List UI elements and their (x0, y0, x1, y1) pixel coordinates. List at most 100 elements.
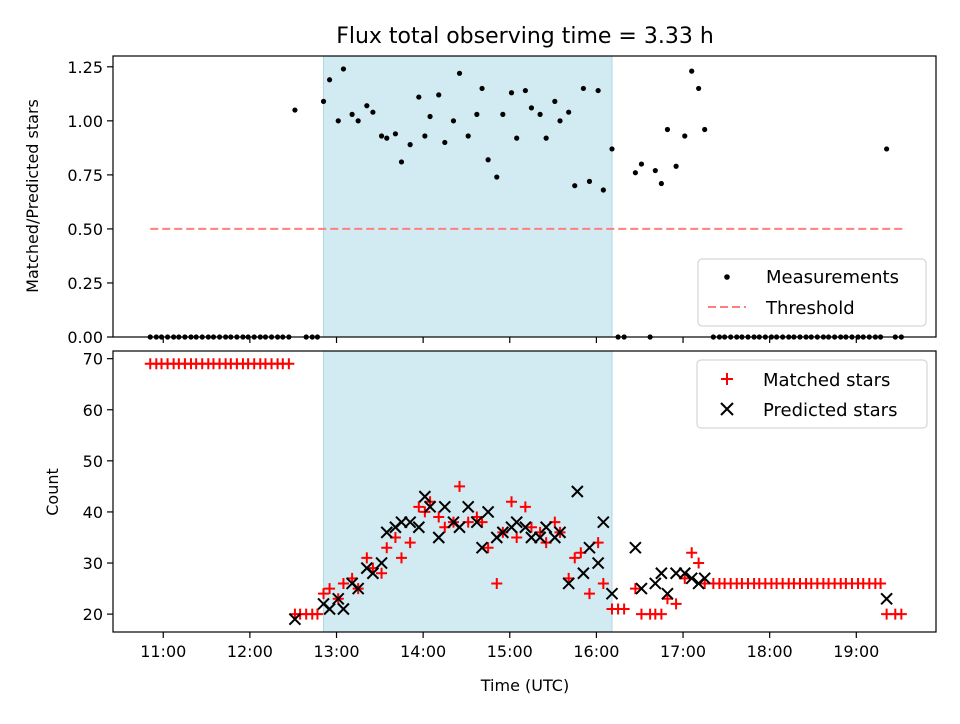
count-panel: 11:00 12:00 13:00 14:00 15:00 16:00 17:00 18:00… (43, 350, 937, 661)
predicted-stars-point (475, 541, 489, 554)
measurements-point (335, 118, 341, 124)
matched-stars-point (506, 496, 518, 508)
measurements-point (632, 170, 638, 176)
matched-stars-point (283, 358, 295, 370)
y-tick-label: 1.25 (67, 58, 103, 77)
measurements-point (673, 163, 679, 169)
count-axes-frame (112, 350, 937, 633)
predicted-stars-point (412, 521, 426, 534)
measurements-point (652, 167, 658, 174)
matched-stars-point (629, 583, 641, 595)
ratio-panel: 0.00 0.25 0.50 0.75 1.00 1.25 Matched/Predict… (23, 55, 937, 347)
predicted-stars-point (539, 521, 553, 534)
measurements-point (474, 111, 480, 117)
predicted-stars-point (685, 572, 698, 585)
predicted-stars-point (366, 567, 380, 580)
matched-stars-point (404, 537, 416, 549)
x-tick-label: 17:00 (660, 642, 706, 661)
x-tick-label: 13:00 (313, 642, 359, 661)
predicted-stars-point (583, 541, 596, 554)
measurements-point (638, 161, 645, 167)
y-tick-label: 30 (83, 554, 103, 573)
measurements-point (384, 135, 390, 141)
matched-stars-point (476, 516, 488, 528)
measurements-point (416, 94, 422, 100)
x-axis-label: Time (UTC) (480, 676, 569, 695)
measurements-point (320, 98, 327, 104)
predicted-stars-point (323, 602, 336, 616)
predicted-stars-point (375, 556, 388, 570)
count-legend-box (696, 359, 928, 429)
predicted-stars-point (661, 587, 674, 600)
predicted-stars-point (438, 500, 452, 514)
predicted-stars-point (629, 541, 642, 554)
matched-stars-point (482, 542, 494, 554)
measurements-point (522, 87, 528, 94)
predicted-stars-point (481, 505, 495, 519)
matched-stars-point (875, 577, 887, 589)
predicted-stars-point (461, 500, 475, 514)
measurements-point (528, 105, 535, 111)
matched-stars-point (471, 511, 483, 523)
measurements-point (427, 113, 433, 120)
predicted-stars-point (698, 572, 711, 585)
matched-stars-point (413, 501, 425, 513)
matched-stars-point (519, 501, 531, 513)
x-tick-label: 12:00 (227, 642, 273, 661)
measurements-point (450, 118, 457, 124)
observing-window-top (323, 55, 613, 338)
predicted-stars-point (597, 515, 610, 529)
measurements-point (508, 90, 515, 96)
predicted-stars-point (591, 556, 605, 570)
measurements-point (370, 109, 376, 115)
x-tick-label: 18:00 (747, 642, 793, 661)
predicted-stars-point (432, 531, 445, 544)
x-tick-label: 16:00 (573, 642, 619, 661)
measurements-legend-marker (724, 274, 730, 280)
matched-stars-point (511, 531, 523, 543)
predicted-stars-point (880, 592, 893, 605)
matched-stars-point (381, 542, 393, 554)
measurements-point (595, 87, 601, 94)
measurements-point (689, 68, 695, 74)
y-tick-label: 0.00 (67, 328, 103, 347)
matched-stars-point (563, 572, 575, 584)
predicted-stars-point (635, 582, 648, 595)
measurements-point (349, 111, 355, 117)
measurements-point (485, 157, 491, 163)
matched-stars-point (395, 552, 407, 564)
predicted-stars-point (649, 577, 662, 590)
matched-stars-point (311, 608, 323, 620)
x-tick-label: 14:00 (400, 642, 446, 661)
matched-legend-marker (721, 373, 733, 385)
matched-stars-point (376, 567, 388, 579)
predicted-stars-point (288, 613, 302, 626)
measurements-point (557, 118, 563, 124)
y-tick-label: 1.00 (67, 112, 103, 131)
measurements-point (586, 178, 593, 184)
measurements-point (552, 98, 558, 104)
y-tick-label: 0.50 (67, 220, 103, 239)
measurements-point (479, 85, 485, 92)
predicted-stars-point (605, 587, 619, 600)
matched-stars-point (525, 521, 537, 533)
predicted-stars-point (519, 521, 532, 534)
threshold-legend-label: Threshold (765, 298, 855, 319)
matched-stars-point (433, 511, 445, 523)
matched-stars-point (661, 593, 673, 605)
predicted-stars-point (553, 526, 567, 539)
predicted-stars-point (337, 602, 350, 616)
matched-stars-point (454, 480, 466, 492)
measurements-point (572, 183, 578, 189)
measurements-point (580, 85, 587, 92)
predicted-legend-marker (720, 402, 734, 416)
ratio-y-axis-label: Matched/Predicted stars (23, 99, 42, 293)
predicted-stars-point (351, 582, 365, 595)
predicted-stars-point (496, 526, 510, 539)
measurements-point (398, 159, 405, 165)
y-tick-label: 40 (83, 503, 103, 522)
measurements-point (392, 131, 399, 137)
y-tick-label: 50 (83, 452, 103, 471)
matched-stars-point (618, 603, 630, 615)
y-tick-label: 70 (83, 350, 103, 369)
